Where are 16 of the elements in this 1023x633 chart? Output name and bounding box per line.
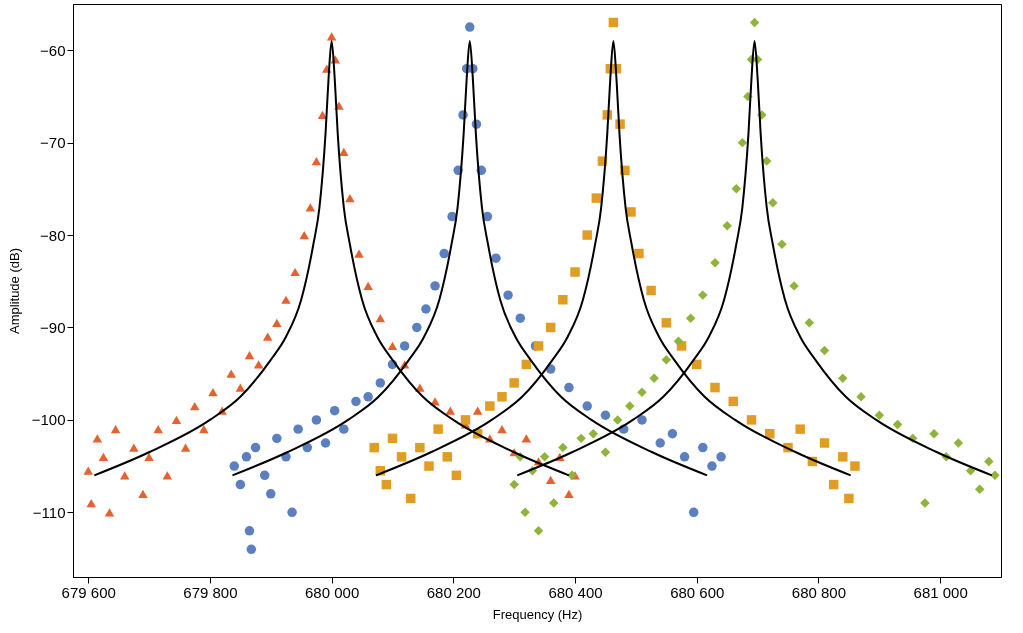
x-tick-label: 679 600 [61, 583, 116, 601]
y-axis-title: Amplitude (dB) [6, 248, 22, 334]
x-tick-label: 680 000 [305, 583, 360, 601]
y-tick-label: −100 [31, 411, 66, 429]
x-axis-title: Frequency (Hz) [492, 606, 583, 622]
y-tick-label: −60 [40, 41, 66, 59]
x-tick-label: 681 000 [913, 583, 968, 601]
x-tick-label: 680 400 [548, 583, 603, 601]
y-tick-label: −80 [40, 226, 66, 244]
y-tick-label: −110 [32, 503, 66, 521]
x-tick-label: 679 800 [183, 583, 238, 601]
x-tick-label: 680 800 [791, 583, 847, 601]
y-tick-label: −70 [40, 134, 66, 152]
x-tick-label: 680 600 [670, 583, 725, 601]
y-tick-label: −90 [40, 318, 66, 336]
x-tick-label: 680 200 [426, 583, 481, 601]
